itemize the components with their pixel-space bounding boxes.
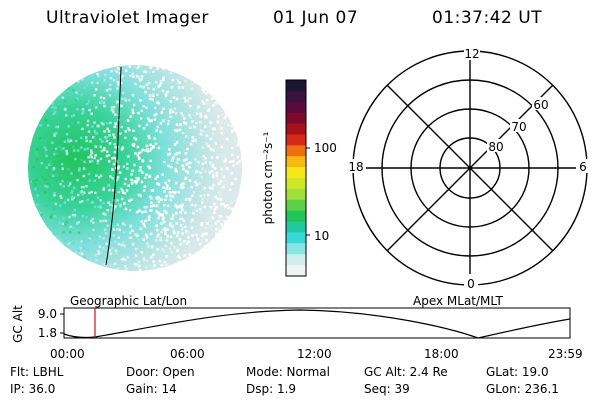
colorbar-unit-label: photon cm⁻²s⁻¹ (262, 131, 275, 224)
lat-label-60: 60 (533, 98, 548, 112)
x-tick-0000: 00:00 (50, 347, 85, 361)
earth-disk (28, 65, 242, 271)
lat-label-80: 80 (488, 140, 503, 154)
info-mode: Mode: Normal (246, 365, 330, 379)
altitude-curve (63, 309, 571, 339)
x-tick-0600: 06:00 (170, 347, 205, 361)
info-glon: GLon: 236.1 (486, 382, 559, 396)
mlt-label-12: 12 (464, 47, 479, 61)
info-glat: GLat: 19.0 (486, 365, 549, 379)
colorbar-tick-10: 10 (314, 229, 330, 243)
info-filter: Flt: LBHL (10, 365, 64, 379)
apex-caption: Apex MLat/MLT (413, 294, 503, 308)
x-tick-1800: 18:00 (424, 347, 459, 361)
altitude-timeline: GC Alt 9.0 1.8 (11, 305, 571, 343)
instrument-title: Ultraviolet Imager (46, 8, 209, 28)
info-gc-alt: GC Alt: 2.4 Re (364, 365, 448, 379)
auroral-image-panel (28, 65, 242, 271)
colorbar-gradient (286, 80, 306, 277)
mlt-label-18: 18 (348, 160, 363, 174)
x-tick-2359: 23:59 (548, 347, 583, 361)
colorbar-tick-100: 100 (314, 141, 337, 155)
info-ip: IP: 36.0 (10, 382, 56, 396)
info-door: Door: Open (126, 365, 195, 379)
lat-label-70: 70 (511, 120, 526, 134)
info-dsp: Dsp: 1.9 (246, 382, 297, 396)
y-tick-1.8: 1.8 (38, 326, 57, 340)
y-tick-9: 9.0 (38, 307, 57, 321)
x-tick-1200: 12:00 (297, 347, 332, 361)
geographic-caption: Geographic Lat/Lon (70, 294, 188, 308)
observation-date: 01 Jun 07 (273, 8, 359, 28)
polar-grid-plot: 12 0 18 6 60 70 80 (346, 46, 590, 291)
colorbar: photon cm⁻²s⁻¹ (262, 79, 310, 277)
mlt-label-0: 0 (467, 277, 475, 291)
info-gain: Gain: 14 (126, 382, 177, 396)
mlt-label-6: 6 (579, 160, 587, 174)
info-seq: Seq: 39 (364, 382, 410, 396)
observation-time: 01:37:42 UT (432, 8, 543, 28)
gc-alt-axis-label: GC Alt (11, 305, 25, 343)
terminator-line (105, 66, 122, 266)
